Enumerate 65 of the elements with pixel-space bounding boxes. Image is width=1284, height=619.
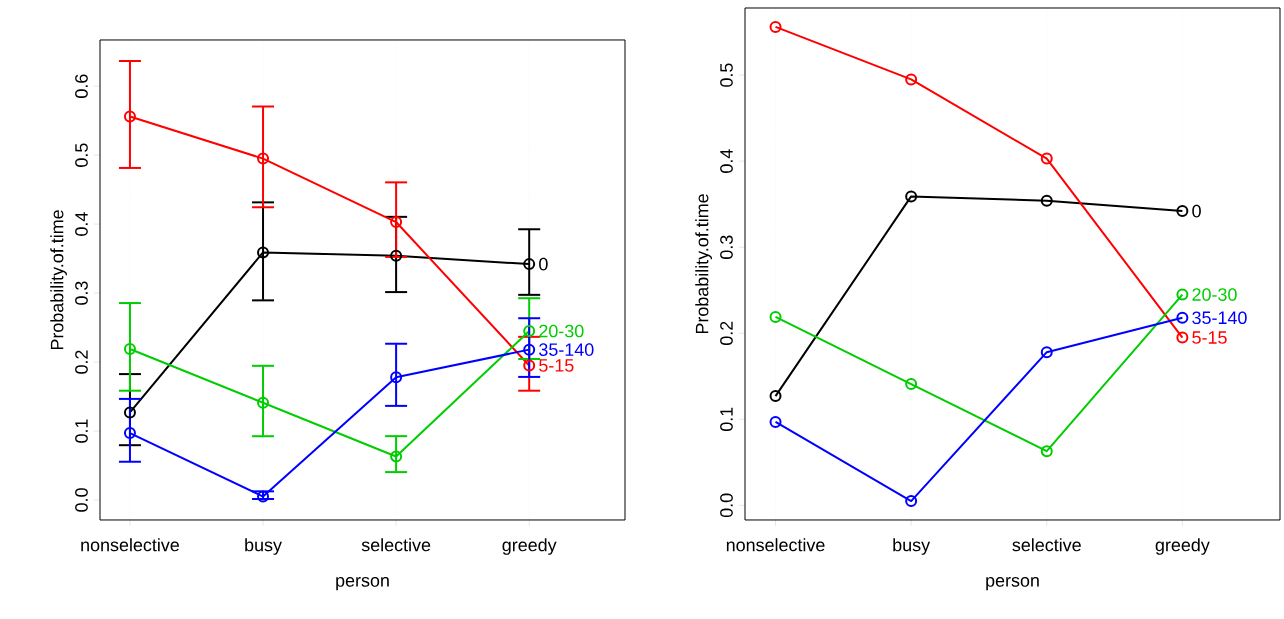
series-label: 5-15 (539, 359, 574, 372)
y-tick-label: 0.3 (720, 235, 733, 259)
point (123, 342, 136, 355)
y-axis-title: Probability.of.time (695, 194, 712, 334)
point (905, 73, 918, 86)
series-label: 35-140 (1192, 311, 1247, 325)
x-axis-title: person (336, 576, 389, 591)
point (1176, 331, 1189, 344)
x-tick-label: busy (245, 538, 282, 555)
point (1176, 311, 1189, 324)
point (905, 495, 918, 508)
point (1040, 152, 1053, 165)
point (390, 216, 403, 229)
y-tick-label: 0.2 (720, 321, 733, 346)
point (769, 310, 782, 323)
point (769, 415, 782, 428)
point (257, 490, 270, 503)
y-tick-label: 0.5 (720, 63, 733, 87)
point (257, 396, 270, 409)
series-label: 5-15 (1192, 331, 1227, 344)
x-tick-label: selective (1012, 538, 1081, 552)
point (390, 371, 403, 384)
point (257, 246, 270, 259)
x-tick-label: nonselective (81, 538, 179, 552)
y-tick-label: 0.3 (75, 281, 88, 305)
series-label: 20-30 (539, 324, 584, 338)
point (123, 427, 136, 440)
point (769, 20, 782, 33)
point (123, 110, 136, 123)
point (1040, 194, 1053, 207)
point (523, 359, 536, 372)
x-tick-label: nonselective (726, 538, 825, 552)
point (1040, 346, 1053, 359)
y-tick-label: 0.4 (75, 212, 88, 236)
point (390, 450, 403, 463)
point (905, 190, 918, 203)
series-label: 20-30 (1192, 288, 1237, 301)
y-tick-label: 0.5 (75, 143, 88, 167)
point (1176, 288, 1189, 301)
x-tick-label: busy (893, 538, 931, 555)
series-label: 0 (1192, 204, 1201, 218)
point (1176, 205, 1189, 218)
point (905, 378, 918, 391)
point (523, 258, 536, 271)
series-label: 35-140 (539, 343, 594, 356)
y-tick-label: 0.0 (75, 488, 88, 512)
y-tick-label: 0.6 (75, 74, 88, 98)
y-tick-label: 0.0 (720, 493, 733, 518)
x-axis-title: person (986, 576, 1039, 591)
series-label: 0 (539, 257, 548, 271)
point (390, 249, 403, 262)
point (257, 152, 270, 165)
y-tick-label: 0.1 (75, 419, 88, 443)
point (523, 325, 536, 338)
y-tick-label: 0.4 (720, 149, 733, 173)
y-tick-label: 0.2 (75, 350, 88, 374)
point (123, 406, 136, 419)
x-tick-label: greedy (1155, 538, 1210, 555)
y-tick-label: 0.1 (720, 407, 733, 432)
point (523, 343, 536, 356)
point (1040, 445, 1053, 458)
point (769, 390, 782, 403)
x-tick-label: selective (361, 538, 431, 552)
x-tick-label: greedy (502, 538, 557, 555)
y-axis-title: Probability.of.time (50, 210, 67, 350)
